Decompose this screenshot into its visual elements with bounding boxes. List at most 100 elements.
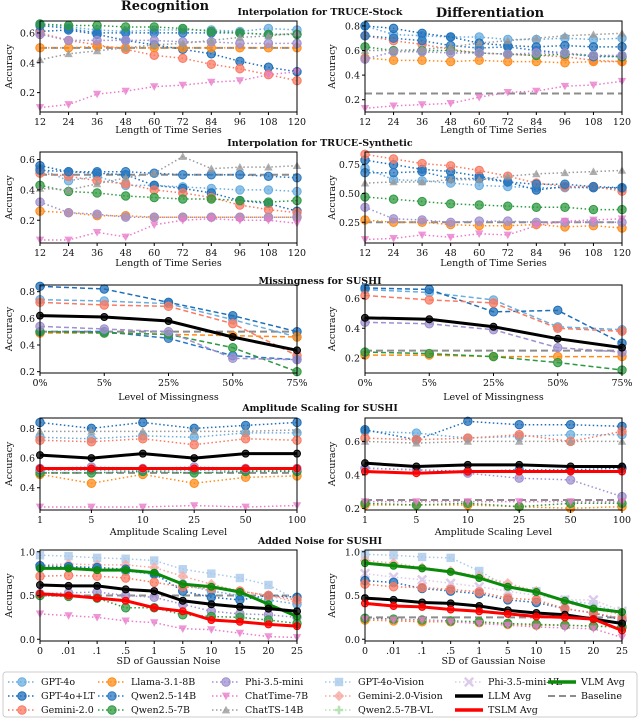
x-tick-label: 84 (205, 248, 217, 259)
data-point (503, 201, 513, 211)
series-line (39, 24, 297, 36)
x-tick-label: 108 (584, 248, 602, 259)
data-point (235, 195, 245, 206)
data-point (189, 440, 199, 450)
data-point (17, 691, 27, 701)
data-point (589, 625, 598, 633)
series-tslm-avg (361, 599, 626, 635)
series-gemini-2-0 (360, 149, 627, 196)
data-point (553, 342, 563, 353)
series-gpt-4o (35, 163, 302, 197)
data-point (412, 498, 421, 506)
data-point (107, 677, 117, 687)
data-point (138, 427, 147, 435)
data-point (178, 53, 188, 63)
data-point (120, 35, 131, 46)
series-gpt-4o-lt (35, 160, 302, 216)
x-tick-label: 100 (613, 515, 631, 526)
data-point (92, 229, 102, 237)
data-point (64, 236, 73, 245)
row-title: Interpolation for TRUCE-Stock (238, 7, 403, 18)
data-point (475, 620, 484, 628)
data-point (228, 333, 237, 341)
data-point (121, 596, 130, 605)
data-point (532, 169, 541, 178)
series-qwen2-5-14b (360, 31, 627, 62)
x-axis-label: Amplitude Scaling Level (109, 527, 227, 538)
data-point (190, 502, 199, 510)
data-point (92, 188, 102, 198)
data-point (178, 607, 187, 616)
series-line (364, 583, 623, 619)
x-tick-label: 96 (234, 117, 246, 128)
panel-differentiation-0: 12 24 36 48 60 72 84 96 108 120 0.2 0.4 0.6 0.8 Length… (327, 20, 631, 136)
x-tick-label: 72 (177, 117, 189, 128)
data-point (121, 233, 130, 242)
series-line (364, 561, 623, 614)
data-point (588, 42, 599, 52)
series-line (39, 184, 298, 203)
data-point (553, 305, 563, 316)
legend-item-llm-avg: LLM Avg (455, 691, 531, 702)
data-point (474, 587, 484, 597)
data-point (87, 427, 96, 435)
data-point (178, 39, 187, 47)
series-line (40, 429, 298, 433)
x-tick-label: 25% (158, 378, 179, 389)
y-axis-label: Accuracy (327, 441, 338, 487)
x-tick-label: 36 (91, 117, 103, 128)
series-line (364, 50, 622, 60)
data-point (92, 20, 102, 31)
data-point (474, 216, 484, 226)
x-tick-label: 5 (180, 646, 186, 657)
data-point (150, 556, 159, 565)
legend-box (2, 671, 638, 718)
x-tick-label: 84 (530, 248, 542, 259)
legend-label: Phi-3.5-mini (245, 677, 303, 688)
x-tick-label: 0 (37, 646, 43, 657)
data-point (560, 48, 570, 58)
data-point (412, 462, 421, 471)
data-point (263, 38, 274, 49)
series-line (39, 32, 298, 82)
data-point (163, 301, 174, 312)
column-title-differentiation: Differentiation (436, 6, 545, 21)
y-tick-label: 0.4 (345, 71, 360, 82)
x-tick-label: 120 (288, 248, 306, 259)
series-line (365, 170, 623, 189)
series-chatts-14b (35, 28, 302, 64)
data-point (531, 179, 542, 189)
data-point (241, 503, 250, 512)
data-point (445, 56, 456, 67)
data-point (87, 503, 96, 512)
series-line (40, 217, 298, 241)
data-point (531, 48, 542, 58)
x-tick-label: 1 (37, 515, 43, 526)
data-point (389, 561, 398, 570)
data-point (474, 48, 484, 58)
data-point (189, 478, 199, 488)
y-axis-label: Accuracy (4, 44, 15, 90)
data-point (92, 209, 102, 219)
data-point (149, 577, 159, 588)
y-tick-label: 1.0 (20, 547, 35, 558)
data-point (207, 626, 216, 634)
legend-label: Gemini-2.0-Vision (358, 691, 443, 702)
data-point (446, 567, 455, 576)
data-point (475, 38, 484, 47)
y-tick-label: 0.50 (339, 189, 360, 200)
panel-differentiation-3: 1 5 10 25 50 100 0.2 0.4 0.6 Amplitude Scaling Le… (327, 416, 631, 538)
series-phi-3-5-mini (35, 587, 302, 623)
series-gemini-2-0 (35, 168, 302, 218)
x-tick-label: 5 (88, 515, 94, 526)
x-tick-label: 24 (388, 248, 400, 259)
data-point (235, 617, 244, 626)
x-tick-label: 24 (388, 117, 400, 128)
data-point (149, 22, 159, 32)
x-tick-label: 84 (205, 117, 217, 128)
legend: GPT-4o GPT-4o+LT Gemini-2.0 Llama-3.1-8B Qwe… (2, 671, 638, 718)
data-point (417, 101, 427, 109)
data-point (446, 175, 455, 184)
data-point (235, 629, 245, 638)
legend-label: Qwen2.5-7B (131, 705, 190, 716)
